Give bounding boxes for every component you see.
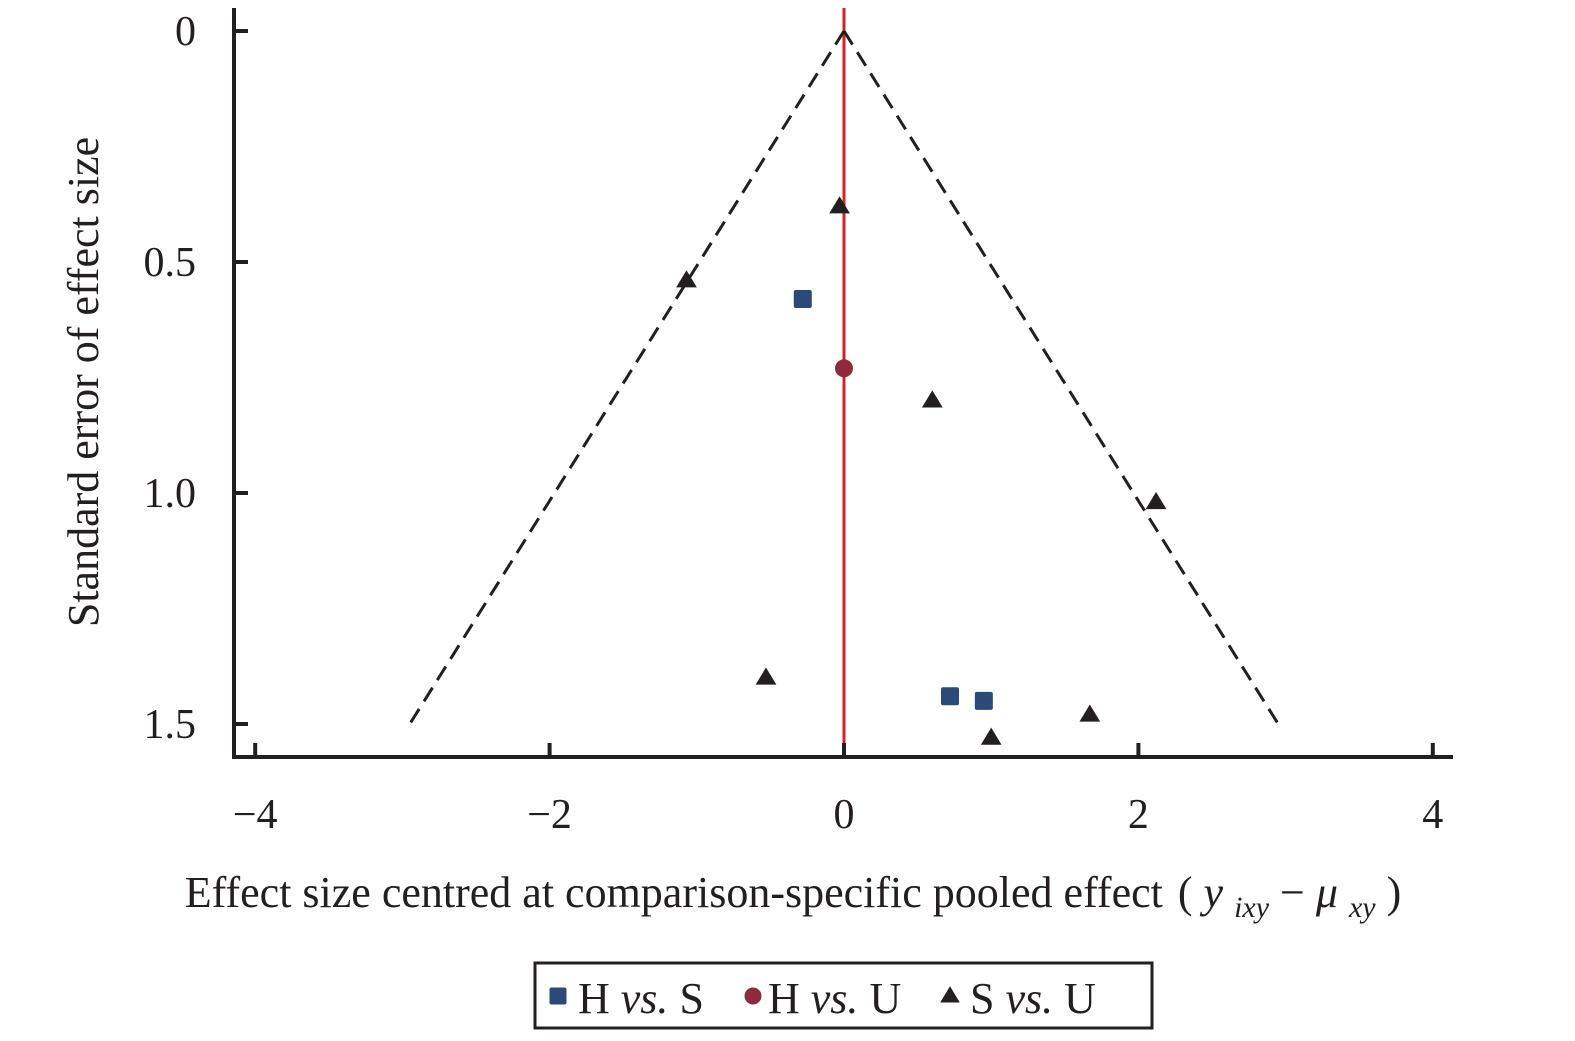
x-axis-title-mu: μ <box>1315 868 1338 917</box>
data-point-square <box>793 289 812 308</box>
x-tick-label: 2 <box>1128 792 1149 838</box>
legend-label: S vs. U <box>970 974 1096 1023</box>
data-point-triangle <box>676 270 697 288</box>
y-tick-label: 0 <box>175 9 196 55</box>
x-tick-label: 4 <box>1422 792 1443 838</box>
funnel-left-line <box>408 30 846 725</box>
data-point-triangle <box>980 727 1002 745</box>
data-point-triangle <box>1079 704 1101 722</box>
legend-marker-triangle <box>940 986 960 1003</box>
axes-group: −4 −2 0 2 4 0 0.5 1.0 1.5 <box>144 8 1453 838</box>
x-axis-title-minus: − <box>1280 868 1305 917</box>
legend: H vs. S H vs. U S vs. U <box>533 961 1154 1030</box>
data-point-triangle <box>829 196 850 214</box>
x-axis-title: Effect size centred at comparison-specif… <box>185 868 1402 927</box>
x-axis-title-close-paren: ) <box>1387 868 1402 917</box>
x-axis-title-open-paren: ( <box>1178 868 1193 917</box>
data-point-circle <box>835 359 853 378</box>
x-tick-label: −2 <box>527 792 572 838</box>
legend-label: H vs. U <box>768 974 901 1023</box>
x-axis-title-y-sub: ixy <box>1234 891 1270 924</box>
x-axis-title-mu-sub: xy <box>1348 891 1376 924</box>
x-axis-title-main: Effect size centred at comparison-specif… <box>185 868 1163 917</box>
y-axis-title: Standard error of effect size <box>59 137 108 627</box>
y-tick-label: 1.5 <box>144 702 197 748</box>
data-point-triangle <box>921 390 943 408</box>
data-point-triangle <box>755 667 777 685</box>
y-tick-label: 0.5 <box>144 240 197 286</box>
data-point-square <box>940 687 959 706</box>
legend-box <box>533 961 1154 1030</box>
legend-label: H vs. S <box>578 974 704 1023</box>
legend-marker-circle <box>744 987 762 1005</box>
data-points-group <box>676 196 1167 745</box>
data-point-triangle <box>1145 491 1167 510</box>
x-axis-title-y: y <box>1200 868 1224 917</box>
x-tick-label: 0 <box>834 792 855 838</box>
data-point-square <box>974 691 993 710</box>
legend-marker-square <box>549 987 567 1005</box>
funnel-right-line <box>842 30 1280 725</box>
y-tick-label: 1.0 <box>144 471 197 517</box>
funnel-lines-group <box>408 30 1280 725</box>
x-tick-label: −4 <box>233 792 278 838</box>
